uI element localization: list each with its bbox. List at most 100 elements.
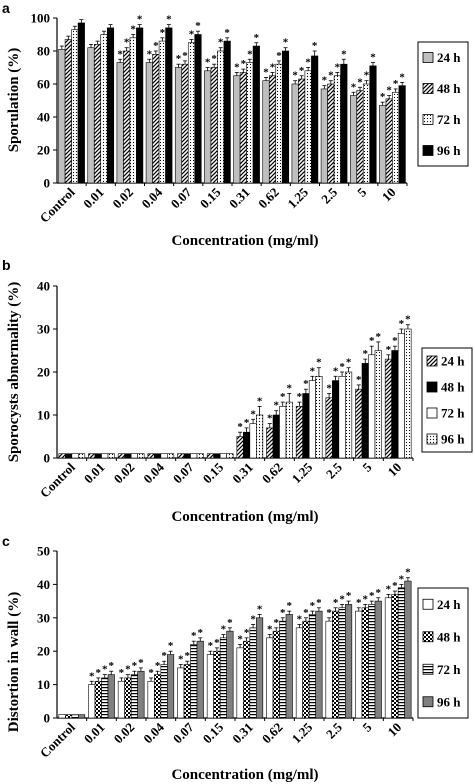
panel-a-bar [385, 98, 393, 184]
panel-c-legend-label: 72 h [437, 662, 461, 677]
panel-a-legend-swatch [422, 145, 434, 156]
panel-c-bar [302, 620, 310, 719]
panel-c-legend-label: 96 h [437, 694, 461, 709]
panel-a-significance-mark: * [241, 58, 247, 70]
panel-b-xlabel: Concentration (mg/ml) [171, 509, 318, 525]
panel-c-bar [219, 637, 227, 719]
panel-a-bar [116, 62, 124, 184]
panel-c-significance-mark: * [221, 624, 227, 636]
panel-c-bar [325, 620, 333, 719]
panel-b-significance-mark: * [310, 365, 316, 377]
panel-c-y-tick-label: 20 [37, 644, 50, 659]
panel-c-legend: 24 h 48 h 72 h 96 h [417, 587, 469, 719]
panel-a-significance-mark: * [270, 61, 276, 73]
panel-b-significance-mark: * [405, 314, 411, 326]
panel-a-bar [217, 50, 225, 184]
panel-b-bar [256, 414, 264, 459]
panel-c-bar [315, 610, 323, 719]
panel-b-bar [361, 363, 369, 459]
panel-a-legend-label: 24 h [437, 50, 461, 65]
panel-b-bar [279, 406, 287, 459]
panel-a-significance-mark: * [160, 27, 166, 39]
panel-a-bar [165, 27, 173, 184]
panel-c-x-tick-label: 0.01 [81, 720, 108, 747]
panel-b-y-tick-label: 10 [37, 408, 50, 423]
panel-b-bar [219, 453, 227, 459]
panel-a-significance-mark: * [234, 61, 240, 73]
panel-c-bar [355, 610, 363, 719]
panel-b-x-tick-label: 1.25 [289, 459, 316, 486]
panel-c-significance-mark: * [274, 617, 280, 629]
panel-c-xlabel: Concentration (mg/ml) [171, 767, 318, 783]
panel-c-bar [154, 674, 162, 719]
panel-c-bar [58, 714, 66, 719]
panel-b-significance-mark: * [303, 378, 309, 390]
panel-c-significance-mark: * [339, 593, 345, 605]
panel-c-significance-mark: * [208, 640, 214, 652]
panel-c-significance-mark: * [316, 597, 322, 609]
panel-a-legend-swatch [422, 52, 434, 63]
panel-a-bar [204, 70, 212, 184]
panel-c-legend-label: 48 h [437, 629, 461, 644]
panel-b-bar [58, 453, 66, 459]
panel-a-bar [275, 63, 283, 184]
panel-c-bar [338, 607, 346, 719]
panel-b-bar [355, 388, 363, 459]
panel-c-bar [384, 597, 392, 719]
panel-a-x-tick-label: 0.15 [197, 184, 224, 211]
panel-a-significance-mark: * [380, 91, 386, 103]
panel-b-legend-label: 24 h [441, 354, 465, 369]
panel-a-x-tick-label: 0.07 [168, 184, 195, 211]
panel-a-significance-mark: * [124, 37, 130, 49]
panel-c-x-tick-label: 10 [384, 720, 404, 740]
panel-c-significance-mark: * [227, 617, 233, 629]
panel-c-significance-mark: * [333, 597, 339, 609]
panel-c-legend-label: 24 h [437, 597, 461, 612]
panel-c-bar [130, 674, 138, 719]
panel-a-bar [349, 95, 358, 184]
panel-a-bar [356, 90, 364, 184]
panel-a-legend-swatch [422, 83, 434, 94]
panel-a-chart: a Sporulation (%) Concentration (mg/ml) … [2, 0, 469, 249]
panel-a-significance-mark: * [182, 50, 188, 62]
panel-b-x-tick-label: 0.01 [81, 460, 108, 487]
panel-a-bar [210, 67, 218, 184]
panel-b-x-tick-label: 5 [359, 459, 375, 475]
panel-c-bar [160, 664, 168, 719]
panel-c-significance-mark: * [237, 634, 243, 646]
panel-b-bar [315, 375, 323, 459]
panel-c-bar [391, 594, 399, 719]
panel-c-ylabel: Distortion in wall (%) [6, 592, 22, 732]
panel-a-bar [194, 34, 202, 184]
panel-c-x-tick-label: 0.02 [111, 720, 138, 747]
panel-a-legend-label: 72 h [437, 112, 461, 127]
panel-b-significance-mark: * [280, 391, 286, 403]
panel-b-legend-swatch [426, 433, 438, 445]
panel-a-bar [291, 83, 299, 184]
panel-c-significance-mark: * [399, 573, 405, 585]
panel-b-x-tick-label: 2.5 [323, 459, 345, 481]
panel-c-x-tick-label: 2.5 [323, 719, 345, 741]
panel-a-significance-mark: * [322, 75, 328, 87]
panel-b-significance-mark: * [399, 318, 405, 330]
panel-c-legend-box [417, 587, 469, 719]
panel-a-x-tick-label: 1.25 [284, 184, 311, 211]
panel-b-bar [137, 453, 145, 459]
panel-c-bar [256, 617, 264, 719]
panel-c-bar [249, 627, 257, 719]
panel-a-bar [223, 40, 231, 184]
panel-b-bar [345, 371, 353, 459]
panel-a-bar [268, 75, 277, 184]
panel-c-bar [272, 630, 280, 719]
panel-c-significance-mark: * [89, 670, 95, 682]
panel-a-significance-mark: * [153, 40, 159, 52]
panel-b-bar [325, 397, 333, 459]
panel-b-x-tick-label: 0.04 [140, 459, 167, 486]
panel-b-significance-mark: * [339, 361, 345, 373]
panel-b-bar [384, 358, 392, 459]
panel-a-significance-mark: * [364, 70, 370, 82]
panel-a-significance-mark: * [218, 37, 224, 49]
panel-b-bar [196, 453, 204, 459]
panel-c-significance-mark: * [191, 630, 197, 642]
panel-a-x-tick-label: 0.62 [255, 185, 282, 212]
